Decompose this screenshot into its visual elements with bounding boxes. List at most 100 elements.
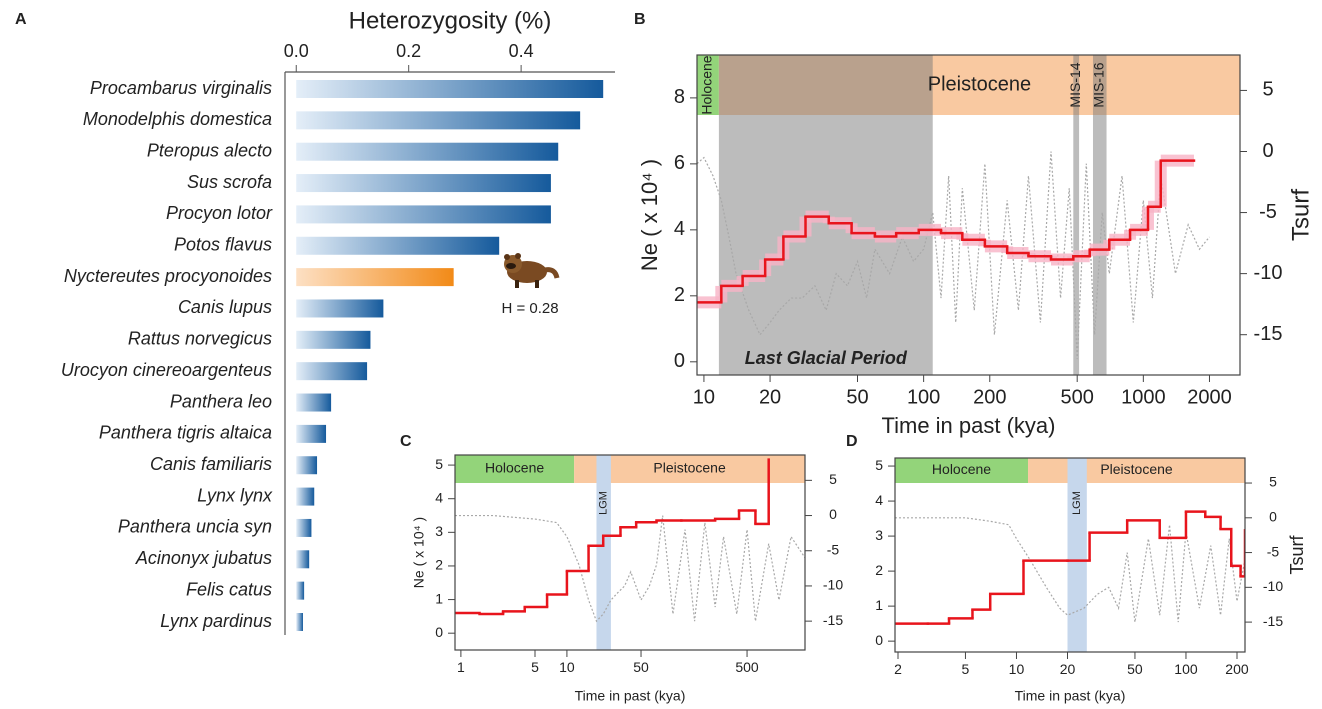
plot-frame — [696, 54, 1241, 376]
x-tick-label: 2 — [894, 661, 902, 677]
y2-tick-label: -10 — [823, 577, 843, 593]
period-label: Holocene — [699, 55, 715, 114]
y-tick-label: 3 — [435, 523, 443, 539]
x-tick-label: 50 — [633, 659, 649, 675]
x-tick-label: 10 — [1009, 661, 1025, 677]
x-tick-label: 5 — [531, 659, 539, 675]
x-tick-label: 0.0 — [284, 41, 309, 61]
annotation: H = 0.28 — [501, 300, 558, 317]
y2-tick-label: -15 — [1254, 323, 1283, 345]
x-axis-title: Time in past (kya) — [1015, 688, 1126, 704]
plot-area — [455, 455, 805, 650]
period-band — [574, 455, 805, 483]
panel-label: A — [15, 11, 27, 28]
y2-axis-title: Tsurf — [1287, 535, 1307, 575]
x-tick-label: 20 — [1060, 661, 1076, 677]
period-label: Pleistocene — [653, 460, 726, 476]
category-label: Lynx lynx — [197, 485, 273, 505]
period-label: Last Glacial Period — [745, 348, 908, 368]
x-tick-label: 200 — [1225, 661, 1249, 677]
bar — [296, 362, 368, 381]
x-tick-label: 1000 — [1121, 386, 1166, 408]
y2-tick-label: -15 — [823, 612, 843, 628]
period-labels: Holocene Pleistocene LGM — [485, 460, 726, 515]
x-tick-label: 100 — [1174, 661, 1198, 677]
y-tick-label: 0 — [875, 632, 883, 648]
bar — [296, 268, 454, 287]
bar — [296, 111, 581, 130]
x-tick-label: 0.4 — [509, 41, 534, 61]
y2-tick-label: 5 — [1269, 474, 1277, 490]
y-tick-label: 4 — [875, 492, 883, 508]
period-band — [697, 55, 719, 115]
bar — [296, 518, 312, 537]
x-tick-label: 1 — [457, 659, 465, 675]
y2-tick-label: 5 — [829, 471, 837, 487]
bar — [296, 613, 303, 631]
bar — [296, 550, 310, 569]
x-tick-label: 50 — [1127, 661, 1143, 677]
period-label: Holocene — [485, 460, 544, 476]
x-tick-label: 10 — [559, 659, 575, 675]
bar — [296, 424, 327, 443]
y2-axis-title: Tsurf — [1287, 189, 1314, 241]
x-tick-label: 5 — [962, 661, 970, 677]
panel-label: C — [400, 433, 412, 450]
x-tick-label: 2000 — [1187, 386, 1232, 408]
category-label: Panthera uncia syn — [118, 517, 272, 537]
period-label: Pleistocene — [928, 73, 1031, 95]
bar — [296, 205, 551, 224]
period-label: LGM — [1071, 491, 1083, 515]
category-label: Procyon lotor — [166, 203, 273, 223]
y-tick-label: 3 — [875, 527, 883, 543]
period-band — [1067, 458, 1087, 652]
y-tick-label: 0 — [435, 624, 443, 640]
y-tick-label: 2 — [435, 557, 443, 573]
tsurf-line — [697, 151, 1210, 360]
bar — [296, 581, 305, 600]
x-tick-label: 500 — [1061, 386, 1094, 408]
y-tick-label: 5 — [435, 456, 443, 472]
y2-tick-label: -10 — [1254, 262, 1283, 284]
y-tick-label: 0 — [674, 350, 685, 372]
y-tick-label: 2 — [875, 562, 883, 578]
category-label: Urocyon cinereoargenteus — [61, 360, 272, 380]
x-tick-label: 500 — [735, 659, 759, 675]
period-label: MIS-14 — [1067, 62, 1083, 107]
plot-area — [697, 55, 1240, 375]
y-tick-label: 4 — [674, 218, 685, 240]
category-label: Nyctereutes procyonoides — [64, 266, 272, 286]
tsurf-line — [455, 514, 805, 623]
period-label: MIS-16 — [1090, 62, 1106, 107]
period-label: Pleistocene — [1100, 461, 1173, 477]
category-label: Felis catus — [186, 579, 272, 599]
period-band — [455, 455, 575, 483]
y-axis-title: Ne ( x 10⁴ ) — [411, 517, 427, 588]
y-tick-label: 4 — [435, 489, 443, 505]
x-axis-title: Time in past (kya) — [575, 688, 686, 704]
y2-tick-label: 0 — [829, 506, 837, 522]
y-axis-title: Ne ( x 10⁴ ) — [637, 159, 662, 271]
bar — [296, 330, 371, 349]
category-label: Panthera leo — [170, 391, 272, 411]
y-tick-label: 1 — [435, 590, 443, 606]
period-band — [1028, 458, 1245, 483]
y-tick-label: 8 — [674, 86, 685, 108]
period-band — [596, 455, 611, 650]
x-tick-label: 0.2 — [396, 41, 421, 61]
category-label: Lynx pardinus — [160, 611, 272, 631]
bar — [296, 80, 604, 98]
category-label: Canis familiaris — [150, 454, 272, 474]
y-tick-label: 5 — [875, 457, 883, 473]
category-label: Potos flavus — [174, 235, 272, 255]
category-label: Panthera tigris altaica — [99, 423, 272, 443]
category-label: Procambarus virginalis — [90, 78, 272, 98]
y-tick-label: 6 — [674, 152, 685, 174]
category-label: Sus scrofa — [187, 172, 272, 192]
category-label: Rattus norvegicus — [128, 329, 272, 349]
x-tick-label: 200 — [973, 386, 1006, 408]
x-tick-label: 10 — [693, 386, 715, 408]
y2-tick-label: -5 — [1267, 543, 1280, 559]
y-tick-label: 2 — [674, 284, 685, 306]
